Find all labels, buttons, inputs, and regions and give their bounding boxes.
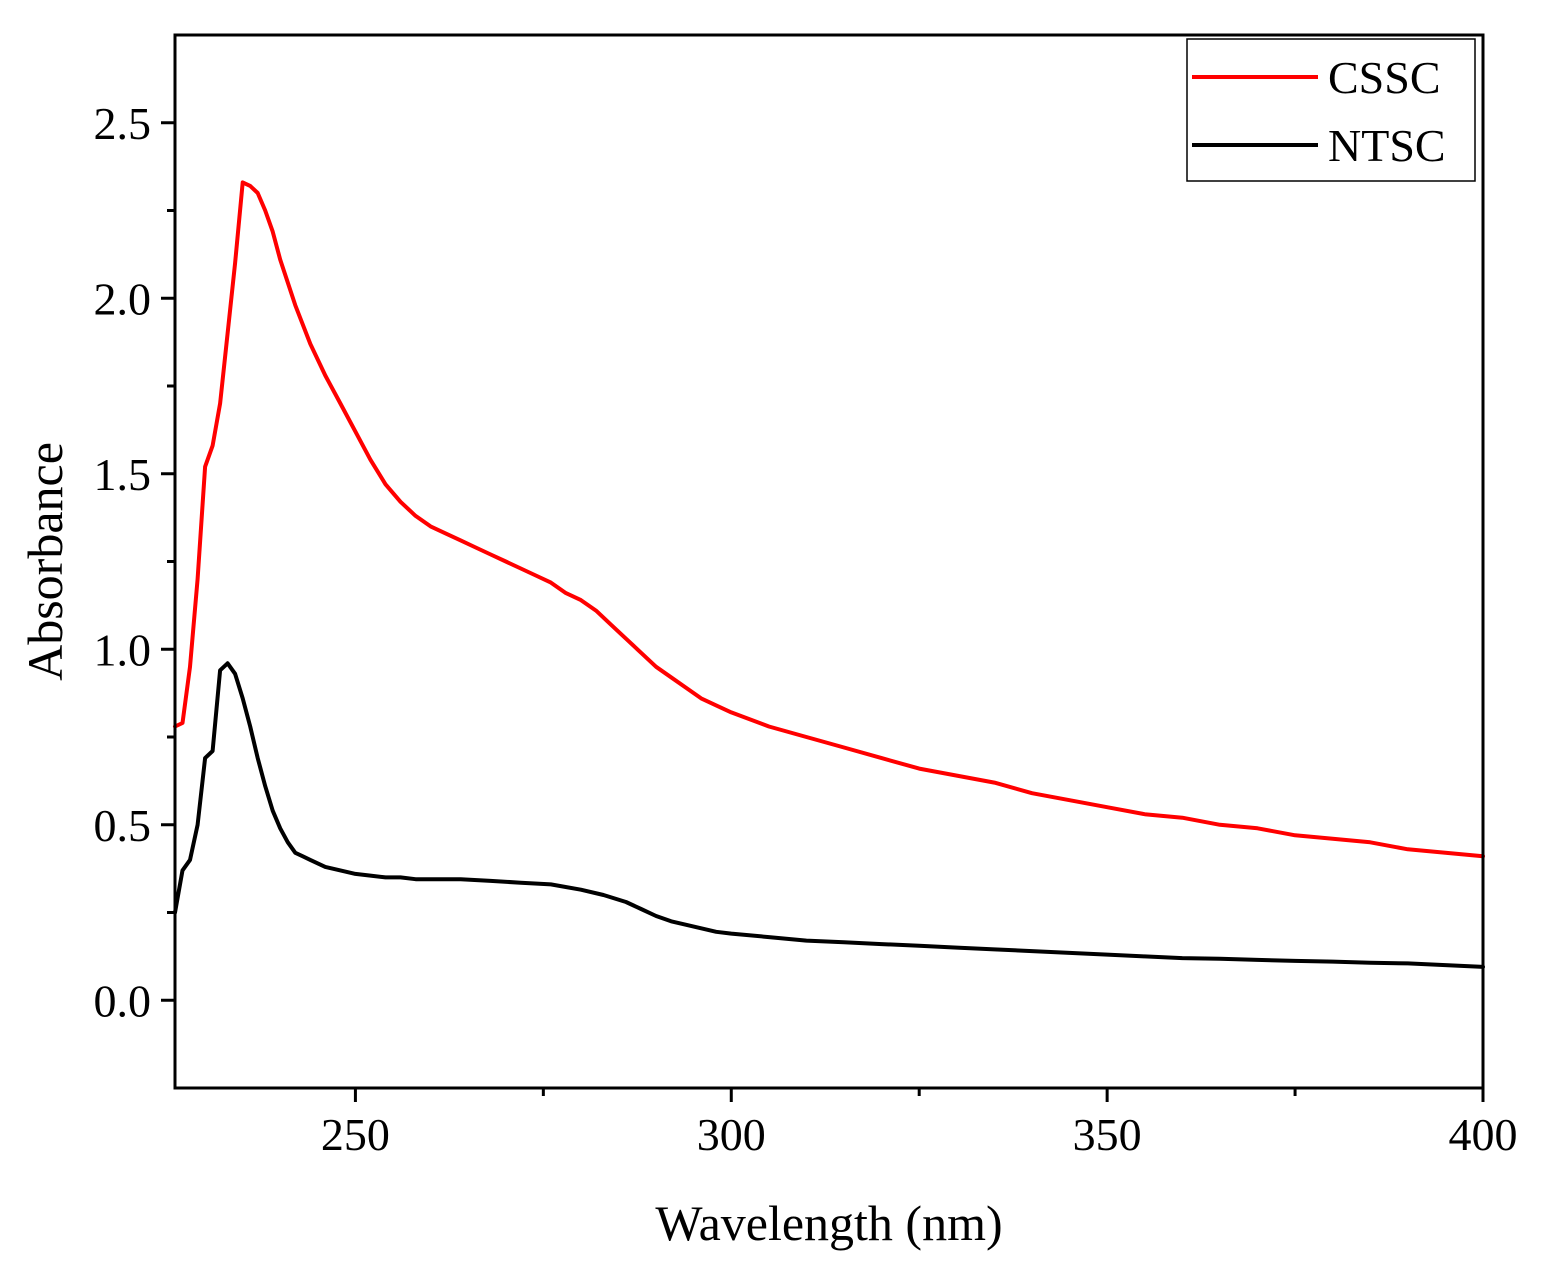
x-tick-label: 400 xyxy=(1449,1109,1518,1160)
y-tick-label: 2.5 xyxy=(94,98,152,149)
y-tick-label: 1.5 xyxy=(94,449,152,500)
legend-label-ntsc: NTSC xyxy=(1328,120,1446,171)
x-tick-label: 350 xyxy=(1073,1109,1142,1160)
x-tick-label: 300 xyxy=(697,1109,766,1160)
y-tick-label: 0.0 xyxy=(94,975,152,1026)
y-tick-label: 1.0 xyxy=(94,624,152,675)
series-line-ntsc xyxy=(175,663,1483,967)
series-line-cssc xyxy=(175,182,1483,856)
x-axis-title: Wavelength (nm) xyxy=(655,1195,1002,1251)
legend: CSSC NTSC xyxy=(1187,39,1475,181)
x-tick-label: 250 xyxy=(321,1109,390,1160)
y-axis-title: Absorbance xyxy=(17,442,73,681)
series-layer xyxy=(175,182,1483,967)
ticks-layer: 250 300 350 400 0.0 0.5 1.0 1.5 2.0 2.5 xyxy=(94,98,1518,1160)
plot-frame xyxy=(175,35,1483,1088)
absorbance-chart: 250 300 350 400 0.0 0.5 1.0 1.5 2.0 2.5 Wavelengt… xyxy=(0,0,1541,1280)
chart-svg: 250 300 350 400 0.0 0.5 1.0 1.5 2.0 2.5 Wavelengt… xyxy=(0,0,1541,1280)
y-tick-label: 2.0 xyxy=(94,273,152,324)
y-tick-label: 0.5 xyxy=(94,800,152,851)
legend-label-cssc: CSSC xyxy=(1328,52,1441,103)
